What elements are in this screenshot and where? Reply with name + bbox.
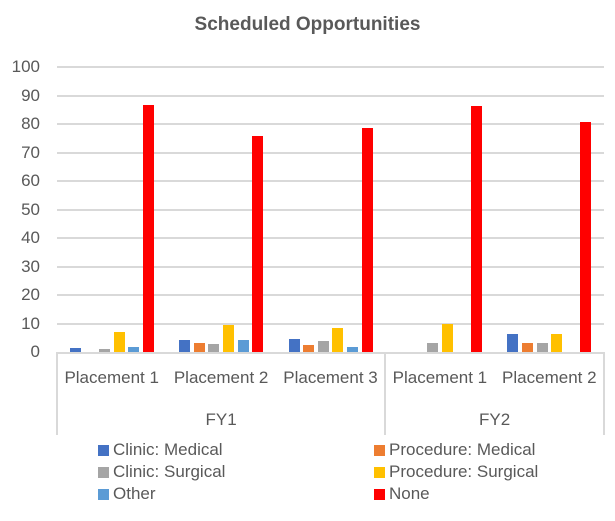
bar bbox=[113, 332, 125, 352]
y-tick-label: 60 bbox=[21, 171, 40, 190]
y-tick-label: 70 bbox=[21, 142, 40, 162]
legend-label: Clinic: Surgical bbox=[113, 462, 226, 481]
x-category-label: Placement 3 bbox=[283, 368, 378, 387]
legend-swatch-icon bbox=[98, 466, 109, 478]
bar bbox=[98, 348, 110, 352]
bar bbox=[346, 347, 358, 352]
legend-swatch-icon bbox=[98, 444, 109, 456]
gridline bbox=[57, 94, 604, 97]
bar bbox=[521, 343, 533, 352]
plot-area bbox=[57, 66, 604, 352]
legend-item: Clinic: Surgical bbox=[98, 462, 225, 482]
bar bbox=[288, 339, 300, 352]
y-tick-label: 30 bbox=[21, 256, 40, 276]
bar bbox=[142, 104, 154, 352]
y-tick-label: 50 bbox=[21, 199, 40, 219]
y-tick-label: 40 bbox=[21, 228, 40, 247]
gridline bbox=[57, 123, 604, 125]
bar bbox=[222, 324, 234, 352]
axis-separator bbox=[384, 352, 387, 435]
gridline bbox=[57, 66, 604, 68]
bar bbox=[208, 344, 220, 352]
bar bbox=[551, 333, 563, 352]
legend-item: Other bbox=[98, 484, 156, 504]
legend-item: Procedure: Medical bbox=[374, 440, 535, 460]
legend-item: Clinic: Medical bbox=[98, 440, 223, 460]
bar bbox=[536, 343, 548, 352]
y-tick-label: 90 bbox=[21, 85, 40, 105]
bar bbox=[252, 135, 264, 352]
legend-swatch-icon bbox=[374, 444, 385, 456]
axis-separator bbox=[56, 352, 58, 435]
legend-swatch-icon bbox=[98, 488, 109, 500]
gridline bbox=[57, 151, 604, 154]
y-tick-label: 0 bbox=[30, 342, 40, 361]
bar bbox=[193, 343, 205, 352]
y-tick-label: 80 bbox=[21, 114, 40, 133]
legend-swatch-icon bbox=[374, 488, 385, 500]
bar bbox=[237, 340, 249, 352]
x-group-label: FY2 bbox=[478, 410, 511, 429]
legend-item: None bbox=[374, 484, 430, 504]
legend-item: Procedure: Surgical bbox=[374, 462, 538, 482]
gridline bbox=[57, 208, 604, 211]
gridline bbox=[57, 237, 604, 239]
gridline bbox=[57, 294, 604, 296]
legend-label: Procedure: Medical bbox=[389, 440, 536, 459]
axis-separator bbox=[603, 352, 605, 435]
bar bbox=[361, 128, 373, 352]
y-tick-label: 100 bbox=[11, 57, 40, 76]
y-tick-label: 20 bbox=[21, 285, 40, 304]
x-category-label: Placement 1 bbox=[64, 368, 159, 387]
bar bbox=[179, 340, 191, 352]
chart-title: Scheduled Opportunities bbox=[194, 14, 421, 35]
y-tick-label: 10 bbox=[21, 313, 40, 333]
bar bbox=[317, 341, 329, 352]
legend-label: None bbox=[389, 484, 430, 503]
legend-label: Procedure: Surgical bbox=[389, 462, 539, 481]
gridline bbox=[57, 180, 604, 182]
x-category-label: Placement 1 bbox=[392, 368, 488, 387]
bar bbox=[303, 345, 315, 352]
x-category-label: Placement 2 bbox=[173, 368, 269, 387]
x-group-label: FY1 bbox=[205, 410, 237, 429]
legend-label: Clinic: Medical bbox=[113, 440, 223, 459]
bar bbox=[580, 122, 592, 352]
gridline bbox=[57, 265, 604, 268]
x-category-label: Placement 2 bbox=[502, 368, 597, 387]
gridline bbox=[57, 322, 604, 325]
bar bbox=[332, 328, 344, 352]
legend-label: Other bbox=[113, 484, 156, 503]
bar bbox=[128, 346, 140, 352]
legend-swatch-icon bbox=[374, 466, 385, 478]
x-axis-line bbox=[57, 352, 604, 354]
bar bbox=[470, 105, 482, 352]
bar bbox=[507, 333, 519, 352]
bar bbox=[69, 347, 81, 352]
bar bbox=[427, 343, 439, 352]
bar bbox=[441, 324, 453, 352]
